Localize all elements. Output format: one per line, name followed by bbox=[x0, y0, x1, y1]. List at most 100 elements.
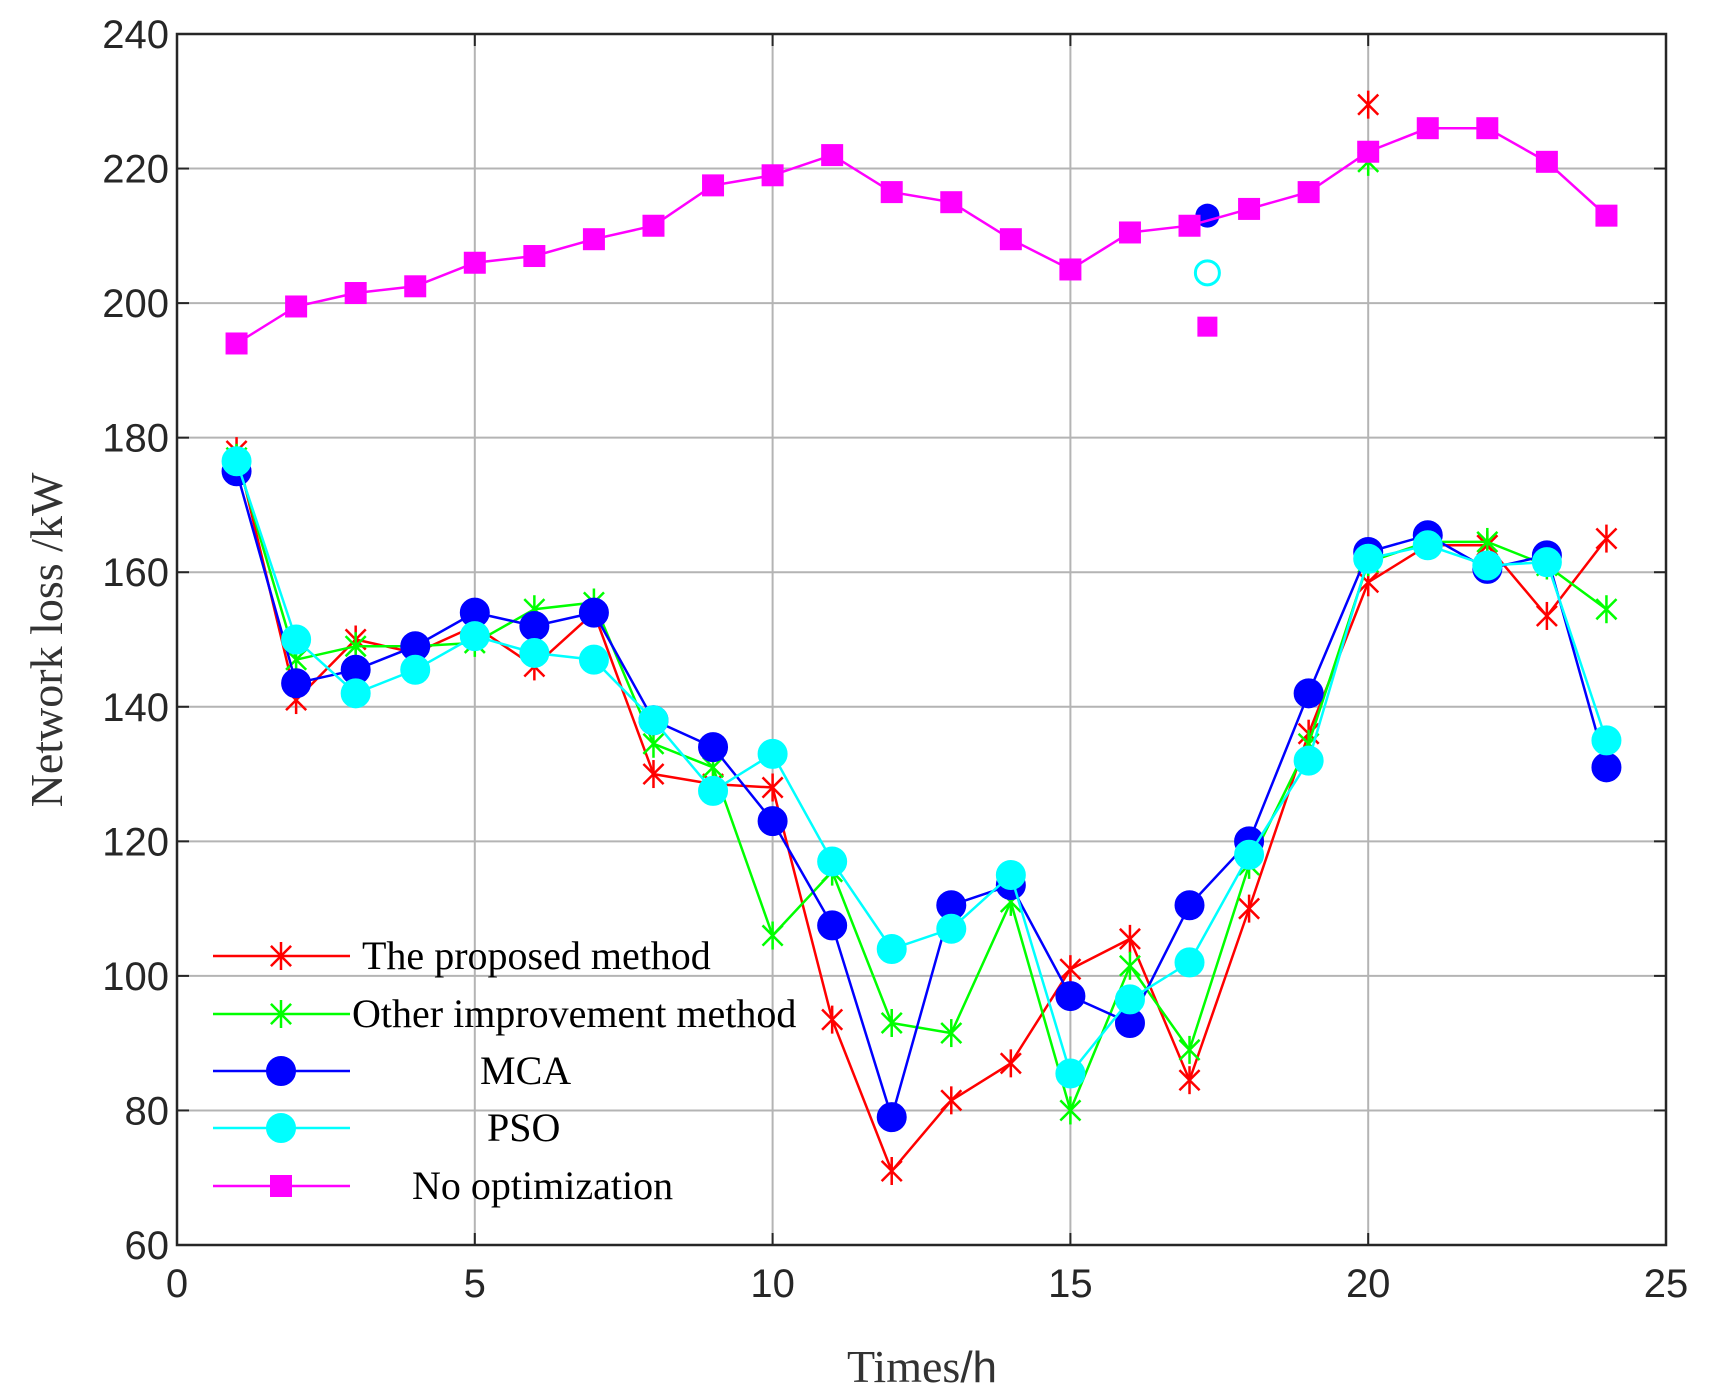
data-point bbox=[1055, 1058, 1086, 1089]
data-point bbox=[1472, 550, 1503, 581]
legend-entry: No optimization bbox=[213, 1163, 673, 1208]
data-point bbox=[757, 806, 788, 837]
data-point bbox=[876, 933, 907, 964]
asterisk-stroke bbox=[1178, 1069, 1201, 1092]
legend-label: PSO bbox=[487, 1105, 560, 1150]
legend: The proposed method Other improvement met… bbox=[213, 933, 796, 1208]
asterisk-stroke bbox=[642, 732, 665, 755]
data-point bbox=[1535, 601, 1558, 630]
data-point bbox=[1595, 204, 1618, 227]
asterisk-stroke bbox=[1595, 527, 1618, 550]
data-point bbox=[1591, 752, 1622, 783]
y-tick-label: 60 bbox=[125, 1224, 170, 1268]
data-point bbox=[1416, 117, 1439, 140]
data-point bbox=[1238, 197, 1261, 220]
data-point bbox=[940, 1019, 963, 1048]
data-point bbox=[1293, 745, 1324, 776]
data-point bbox=[519, 611, 550, 642]
data-point bbox=[702, 174, 725, 197]
asterisk-stroke bbox=[702, 756, 725, 779]
y-tick-label: 160 bbox=[102, 551, 169, 595]
asterisk-stroke bbox=[940, 1089, 963, 1112]
data-point bbox=[999, 1049, 1022, 1078]
data-point bbox=[523, 245, 546, 268]
data-point bbox=[761, 164, 784, 187]
legend-marker bbox=[270, 942, 292, 970]
data-point bbox=[817, 910, 848, 941]
data-point bbox=[642, 214, 665, 237]
data-point bbox=[940, 191, 963, 214]
data-point bbox=[761, 921, 784, 950]
axis-ticks: 0 5 10 15 20 25 60 80 100 120 140 160 180 200 220 240 bbox=[102, 13, 1688, 1306]
asterisk-stroke bbox=[940, 1022, 963, 1045]
asterisk-stroke bbox=[1178, 1038, 1201, 1061]
data-point bbox=[821, 1005, 844, 1034]
asterisk-stroke bbox=[1118, 927, 1141, 950]
asterisk-stroke bbox=[642, 763, 665, 786]
data-point bbox=[340, 678, 371, 709]
asterisk-stroke bbox=[1059, 958, 1082, 981]
data-point bbox=[1476, 117, 1499, 140]
data-point bbox=[1118, 951, 1141, 980]
asterisk-stroke bbox=[1118, 954, 1141, 977]
data-point bbox=[221, 446, 252, 477]
asterisk-stroke bbox=[1535, 604, 1558, 627]
data-point bbox=[642, 760, 665, 789]
data-point bbox=[821, 144, 844, 167]
data-point bbox=[638, 705, 669, 736]
legend-label: Other improvement method bbox=[352, 991, 796, 1036]
data-point bbox=[459, 621, 490, 652]
series-layer bbox=[221, 90, 1622, 1185]
asterisk-stroke bbox=[270, 1003, 292, 1025]
asterisk-stroke bbox=[821, 1008, 844, 1031]
y-tick-label: 240 bbox=[102, 13, 169, 57]
asterisk-stroke bbox=[285, 648, 308, 671]
asterisk-stroke bbox=[880, 1160, 903, 1182]
x-axis-label-unit: /h bbox=[960, 1343, 997, 1392]
data-point bbox=[880, 1008, 903, 1037]
data-point bbox=[463, 251, 486, 274]
data-point bbox=[1412, 530, 1443, 561]
data-point bbox=[698, 775, 729, 806]
y-tick-label: 120 bbox=[102, 820, 169, 864]
asterisk-stroke bbox=[761, 924, 784, 947]
data-point bbox=[1174, 947, 1205, 978]
data-point bbox=[1059, 258, 1082, 281]
legend-label: The proposed method bbox=[362, 933, 711, 978]
legend-marker bbox=[270, 1175, 292, 1197]
data-point bbox=[940, 1086, 963, 1115]
x-tick-label: 10 bbox=[750, 1262, 795, 1306]
legend-entry: Other improvement method bbox=[213, 991, 796, 1036]
data-point bbox=[761, 773, 784, 802]
x-axis-label-name: Times bbox=[847, 1341, 960, 1392]
x-axis-label: Times/h bbox=[847, 1341, 997, 1392]
asterisk-stroke bbox=[1595, 598, 1618, 621]
data-point bbox=[285, 295, 308, 318]
y-tick-label: 100 bbox=[102, 955, 169, 999]
data-point bbox=[1059, 1096, 1082, 1125]
data-point bbox=[1178, 1035, 1201, 1064]
data-point bbox=[995, 859, 1026, 890]
outlier-point bbox=[1197, 316, 1218, 337]
data-point bbox=[1178, 214, 1201, 237]
asterisk-stroke bbox=[344, 635, 367, 658]
data-point bbox=[1595, 524, 1618, 553]
data-point bbox=[880, 181, 903, 204]
data-point bbox=[999, 228, 1022, 251]
y-axis-label: Network loss /kW bbox=[21, 472, 72, 807]
series-pso bbox=[221, 259, 1622, 1089]
legend-entry: PSO bbox=[213, 1105, 560, 1150]
data-point bbox=[1353, 543, 1384, 574]
data-point bbox=[1055, 981, 1086, 1012]
data-point bbox=[880, 1156, 903, 1185]
data-point bbox=[1293, 678, 1324, 709]
legend-label: MCA bbox=[480, 1048, 571, 1093]
plot-area-frame bbox=[175, 32, 1668, 1247]
asterisk-stroke bbox=[761, 776, 784, 799]
y-tick-label: 220 bbox=[102, 148, 169, 192]
data-point bbox=[698, 732, 729, 763]
series-no-optimization bbox=[225, 117, 1618, 355]
y-tick-label: 80 bbox=[125, 1089, 170, 1133]
data-point bbox=[1118, 221, 1141, 244]
